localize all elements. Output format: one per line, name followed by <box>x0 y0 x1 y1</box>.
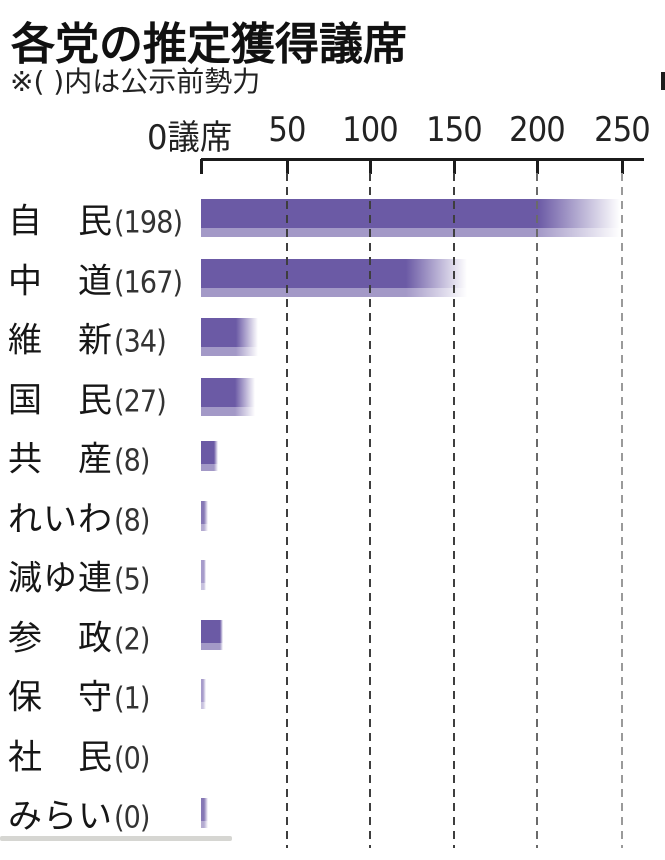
gridline <box>536 173 538 848</box>
clipped-bottom-smudge <box>0 836 232 841</box>
axis-tick-label-150: 150 <box>426 110 483 150</box>
party-pre-seats: (1) <box>114 681 150 717</box>
party-pre-seats: (198) <box>114 205 183 241</box>
axis-tick-label-0: 0議席 <box>147 118 233 158</box>
gridline <box>453 173 455 848</box>
party-row: 社民 (0) <box>0 724 665 784</box>
party-label: 維新 (34) <box>8 313 172 362</box>
party-name: 中道 <box>8 261 112 302</box>
gridline <box>286 173 288 848</box>
x-axis-line <box>201 158 644 161</box>
party-label: 中道 (167) <box>8 254 190 303</box>
party-label: 共産 (8) <box>8 432 154 481</box>
party-row: 保守 (1) <box>0 664 665 724</box>
party-name: 保守 <box>8 677 112 718</box>
party-seat-bar <box>201 199 620 237</box>
party-row: れいわ (8) <box>0 486 665 546</box>
party-label: 社民 (0) <box>8 730 154 779</box>
party-label: 国民 (27) <box>8 373 172 422</box>
party-name: 国民 <box>8 380 112 421</box>
party-name: 維新 <box>8 320 112 361</box>
party-pre-seats: (8) <box>114 443 150 479</box>
chart-note: ※( )内は公示前勢力 <box>10 65 261 98</box>
party-seat-bar <box>201 560 206 590</box>
axis-tick-mark <box>453 159 456 174</box>
party-pre-seats: (0) <box>114 741 150 777</box>
clipped-edge-mark <box>661 72 665 90</box>
axis-tick-mark <box>369 159 372 174</box>
party-label: 減ゆ連 (5) <box>8 551 154 600</box>
party-row: 減ゆ連 (5) <box>0 545 665 605</box>
party-pre-seats: (5) <box>114 562 150 598</box>
party-seat-bar <box>201 318 258 356</box>
party-row: 参政 (2) <box>0 605 665 665</box>
party-pre-seats: (34) <box>114 324 167 360</box>
gridline <box>621 173 623 848</box>
party-row: 共産 (8) <box>0 426 665 486</box>
axis-tick-label-250: 250 <box>594 110 651 150</box>
gridline <box>369 173 371 848</box>
party-pre-seats: (0) <box>114 800 150 836</box>
party-name: みらい <box>8 796 112 837</box>
party-row: 国民 (27) <box>0 367 665 427</box>
party-name: 自民 <box>8 201 112 242</box>
party-row: 自民 (198) <box>0 188 665 248</box>
party-name: 参政 <box>8 618 112 659</box>
party-name: 減ゆ連 <box>8 558 112 599</box>
party-name: 社民 <box>8 737 112 778</box>
party-seat-bar <box>201 441 218 471</box>
axis-tick-label-200: 200 <box>509 110 566 150</box>
axis-tick-mark <box>200 159 203 174</box>
party-label: 保守 (1) <box>8 670 154 719</box>
chart-title: 各党の推定獲得議席 <box>11 19 407 70</box>
party-pre-seats: (2) <box>114 622 150 658</box>
party-row: 維新 (34) <box>0 307 665 367</box>
party-pre-seats: (8) <box>114 503 150 539</box>
party-pre-seats: (27) <box>114 384 167 420</box>
party-seat-bar <box>201 259 467 297</box>
party-label: 自民 (198) <box>8 194 190 243</box>
party-seat-bar <box>201 798 208 828</box>
party-seat-bar <box>201 501 208 531</box>
party-seat-bar <box>201 620 223 650</box>
axis-tick-mark <box>536 159 539 174</box>
party-label: みらい (0) <box>8 789 154 838</box>
party-seat-bar <box>201 679 206 709</box>
party-name: れいわ <box>8 499 112 540</box>
party-name: 共産 <box>8 439 112 480</box>
axis-tick-mark <box>621 159 624 174</box>
party-pre-seats: (167) <box>114 265 183 301</box>
axis-tick-label-100: 100 <box>342 110 399 150</box>
party-seat-bar <box>201 378 255 416</box>
party-row: 中道 (167) <box>0 248 665 308</box>
axis-tick-mark <box>286 159 289 174</box>
axis-tick-label-50: 50 <box>268 110 306 150</box>
party-row: みらい (0) <box>0 783 665 843</box>
party-label: 参政 (2) <box>8 611 154 660</box>
party-label: れいわ (8) <box>8 492 154 541</box>
